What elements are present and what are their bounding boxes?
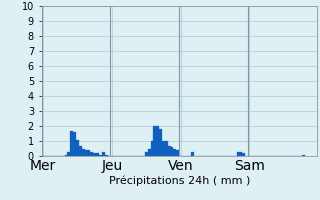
Bar bbox=[171, 147, 173, 156]
Bar bbox=[239, 152, 242, 156]
Bar bbox=[159, 129, 162, 156]
Bar bbox=[90, 152, 93, 156]
Bar bbox=[79, 146, 82, 156]
Bar bbox=[70, 130, 73, 156]
Bar bbox=[156, 126, 159, 156]
Bar bbox=[173, 148, 176, 156]
Bar bbox=[105, 154, 108, 156]
Bar bbox=[242, 153, 245, 156]
Bar bbox=[162, 141, 165, 156]
Bar bbox=[176, 150, 179, 156]
Bar bbox=[150, 141, 153, 156]
Bar bbox=[84, 150, 87, 156]
Bar bbox=[102, 152, 105, 156]
Bar bbox=[168, 146, 171, 156]
Bar bbox=[99, 154, 102, 156]
Bar bbox=[148, 148, 150, 156]
Bar bbox=[96, 153, 99, 156]
Bar bbox=[191, 152, 194, 156]
Bar bbox=[165, 141, 168, 156]
Bar bbox=[145, 152, 148, 156]
Bar bbox=[153, 126, 156, 156]
X-axis label: Précipitations 24h ( mm ): Précipitations 24h ( mm ) bbox=[108, 176, 250, 186]
Bar bbox=[76, 140, 79, 156]
Bar bbox=[82, 148, 84, 156]
Bar bbox=[302, 154, 305, 156]
Bar bbox=[93, 153, 96, 156]
Bar bbox=[236, 152, 239, 156]
Bar bbox=[87, 150, 90, 156]
Bar bbox=[68, 152, 70, 156]
Bar bbox=[65, 154, 68, 156]
Bar bbox=[73, 132, 76, 156]
